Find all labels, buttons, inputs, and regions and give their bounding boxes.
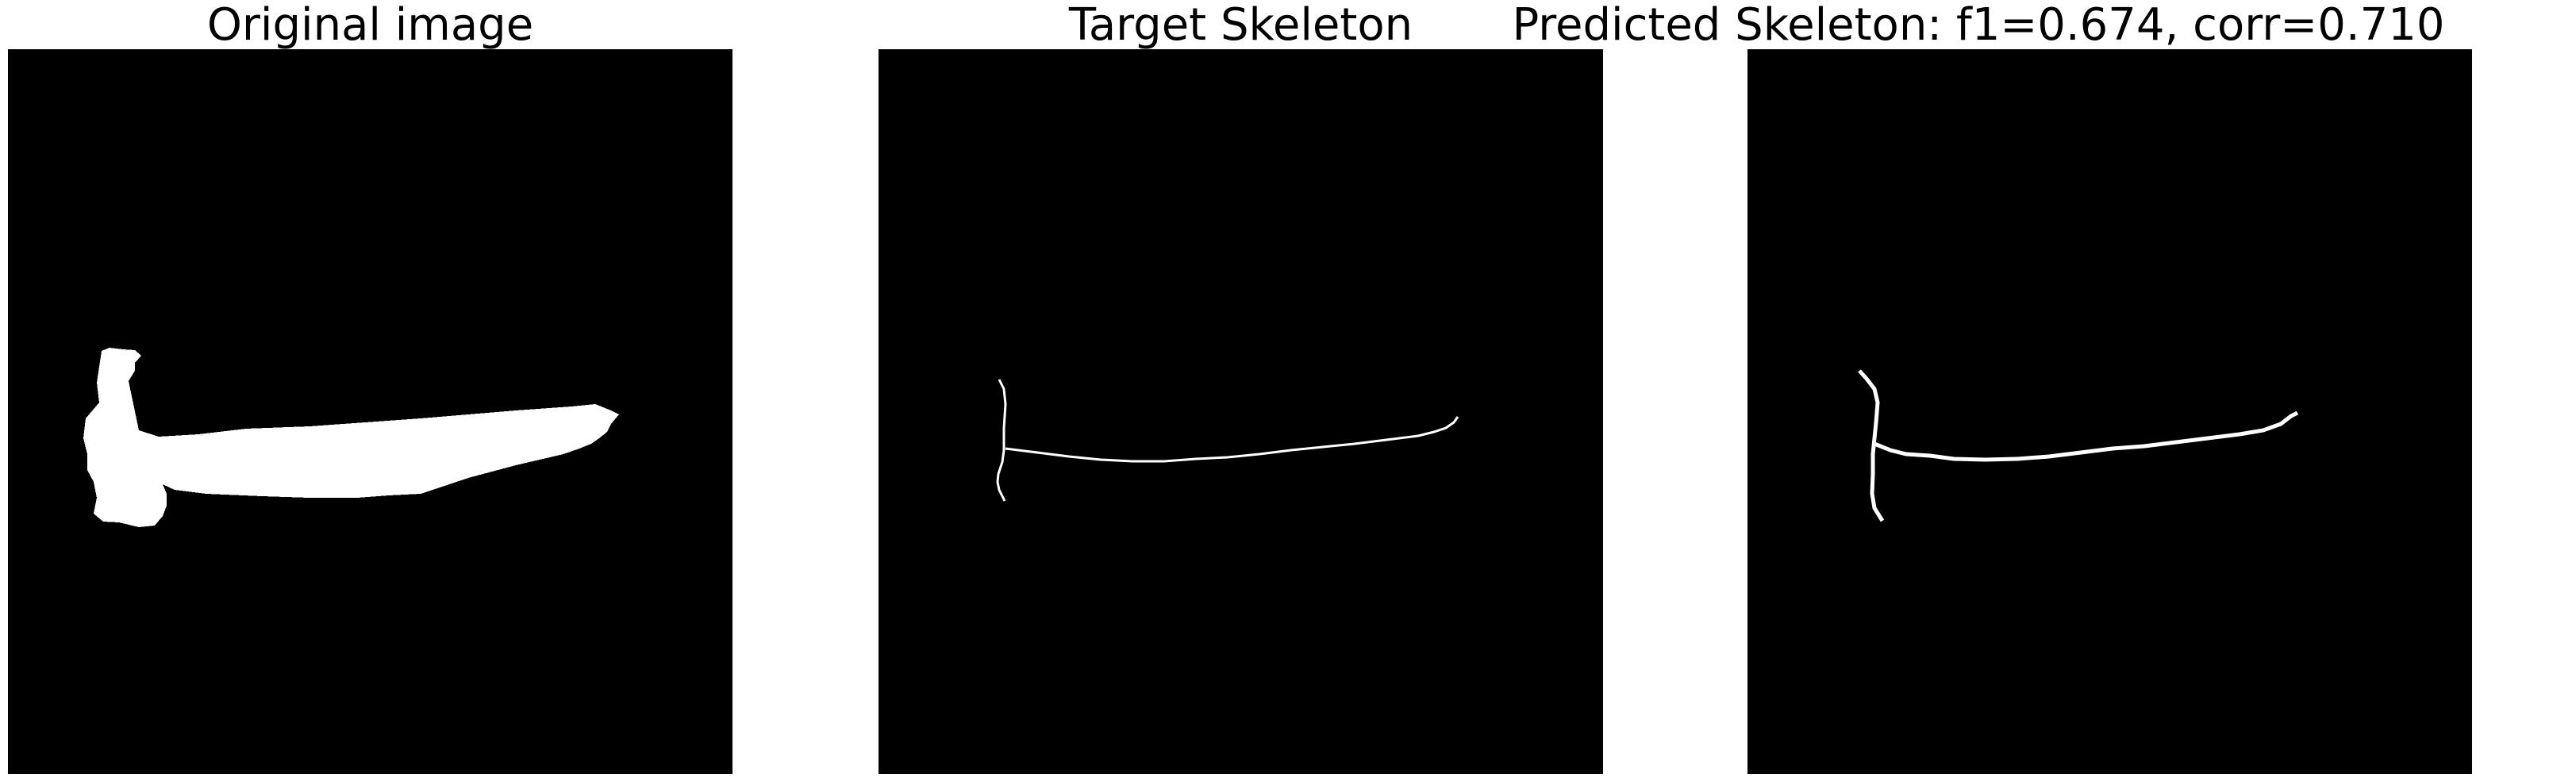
predicted-skeleton-horizontal: [1874, 410, 2299, 462]
original-image-title: Original image: [206, 0, 534, 51]
target-skeleton-canvas: [879, 49, 1603, 774]
predicted-skeleton-title: Predicted Skeleton: f1=0.674, corr=0.710: [1512, 0, 2445, 51]
predicted-skeleton-panel: [1747, 49, 2472, 774]
predicted-skeleton-canvas: [1747, 49, 2472, 774]
original-image-panel: [8, 49, 732, 774]
original-shape: [83, 348, 619, 527]
original-image-canvas: [8, 49, 732, 774]
target-skeleton-vertical: [996, 379, 1007, 502]
target-skeleton-panel: [879, 49, 1603, 774]
target-skeleton-title: Target Skeleton: [1068, 0, 1413, 51]
target-skeleton-horizontal: [1005, 416, 1459, 463]
predicted-skeleton-vertical: [1858, 369, 1885, 522]
